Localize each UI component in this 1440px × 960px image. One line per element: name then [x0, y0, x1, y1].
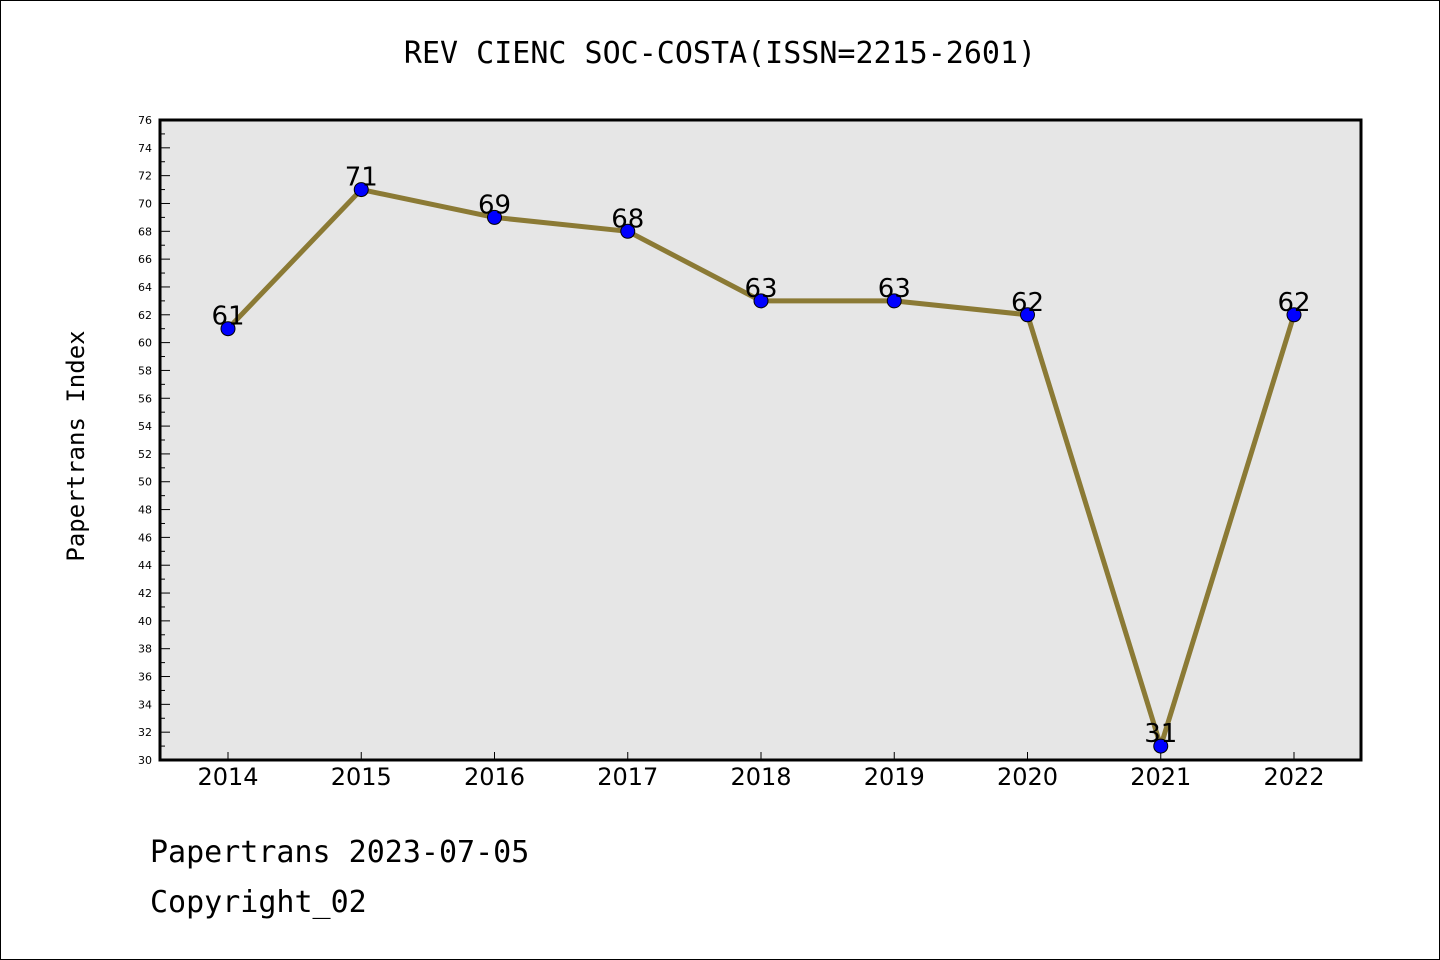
x-tick-label: 2016 [464, 763, 525, 791]
series-line-group: 61 71 69 68 63 63 62 31 62 [211, 163, 1311, 754]
x-tick-label: 2020 [997, 763, 1058, 791]
data-point [487, 209, 502, 225]
x-tick-label: 2017 [597, 763, 658, 791]
data-point [1020, 307, 1035, 323]
y-tick-label: 50 [138, 476, 152, 489]
y-tick-label: 48 [138, 504, 152, 517]
x-tick-label: 2022 [1263, 763, 1324, 791]
y-tick-label: 76 [138, 114, 152, 127]
plot-area [158, 118, 1363, 762]
y-tick-label: 32 [138, 726, 152, 739]
y-tick-label: 36 [138, 671, 152, 684]
y-tick-label: 74 [138, 142, 152, 155]
data-point [220, 321, 236, 337]
data-point [1153, 738, 1169, 754]
y-axis: 30 32 34 36 38 40 42 44 46 48 50 52 54 56 58 60 62 64 66 68… [138, 114, 170, 767]
x-tick-label: 2014 [197, 763, 258, 791]
y-tick-label: 52 [138, 448, 152, 461]
data-point [886, 293, 902, 309]
data-label: 69 [478, 190, 511, 220]
data-label: 62 [1277, 288, 1310, 318]
y-tick-label: 68 [138, 225, 152, 238]
x-axis: 2014 2015 2016 2017 2018 2019 2020 2021 2022 [197, 752, 1325, 791]
y-tick-label: 60 [138, 337, 152, 350]
data-label: 68 [611, 204, 644, 234]
footer-date: Papertrans 2023-07-05 [150, 835, 530, 870]
y-tick-label: 70 [138, 197, 152, 210]
y-tick-label: 30 [138, 754, 152, 767]
data-label: 63 [744, 274, 777, 304]
y-tick-label: 44 [138, 559, 152, 572]
x-tick-label: 2021 [1130, 763, 1191, 791]
chart-title: REV CIENC SOC-COSTA(ISSN=2215-2601) [403, 36, 1037, 71]
data-point [1286, 307, 1302, 323]
y-tick-label: 62 [138, 309, 152, 322]
x-tick-label: 2015 [331, 763, 392, 791]
data-point [353, 182, 369, 198]
y-tick-label: 46 [138, 531, 152, 544]
data-label: 61 [211, 302, 244, 332]
data-label: 63 [878, 274, 911, 304]
y-tick-label: 72 [138, 170, 152, 183]
x-tick-label: 2018 [730, 763, 791, 791]
y-tick-label: 66 [138, 253, 152, 266]
data-label: 31 [1144, 719, 1177, 749]
data-point [753, 293, 769, 309]
y-tick-label: 58 [138, 364, 152, 377]
y-tick-label: 64 [138, 281, 152, 294]
data-label: 62 [1011, 288, 1044, 318]
x-tick-label: 2019 [864, 763, 925, 791]
data-point [620, 223, 636, 239]
y-tick-label: 42 [138, 587, 152, 600]
y-tick-label: 38 [138, 643, 152, 656]
y-tick-label: 56 [138, 392, 152, 405]
data-label: 71 [345, 163, 378, 193]
y-tick-label: 40 [138, 615, 152, 628]
y-axis-label: Papertrans Index [62, 330, 90, 561]
y-tick-label: 34 [138, 698, 152, 711]
footer-copyright: Copyright_02 [150, 885, 367, 920]
y-tick-label: 54 [138, 420, 152, 433]
